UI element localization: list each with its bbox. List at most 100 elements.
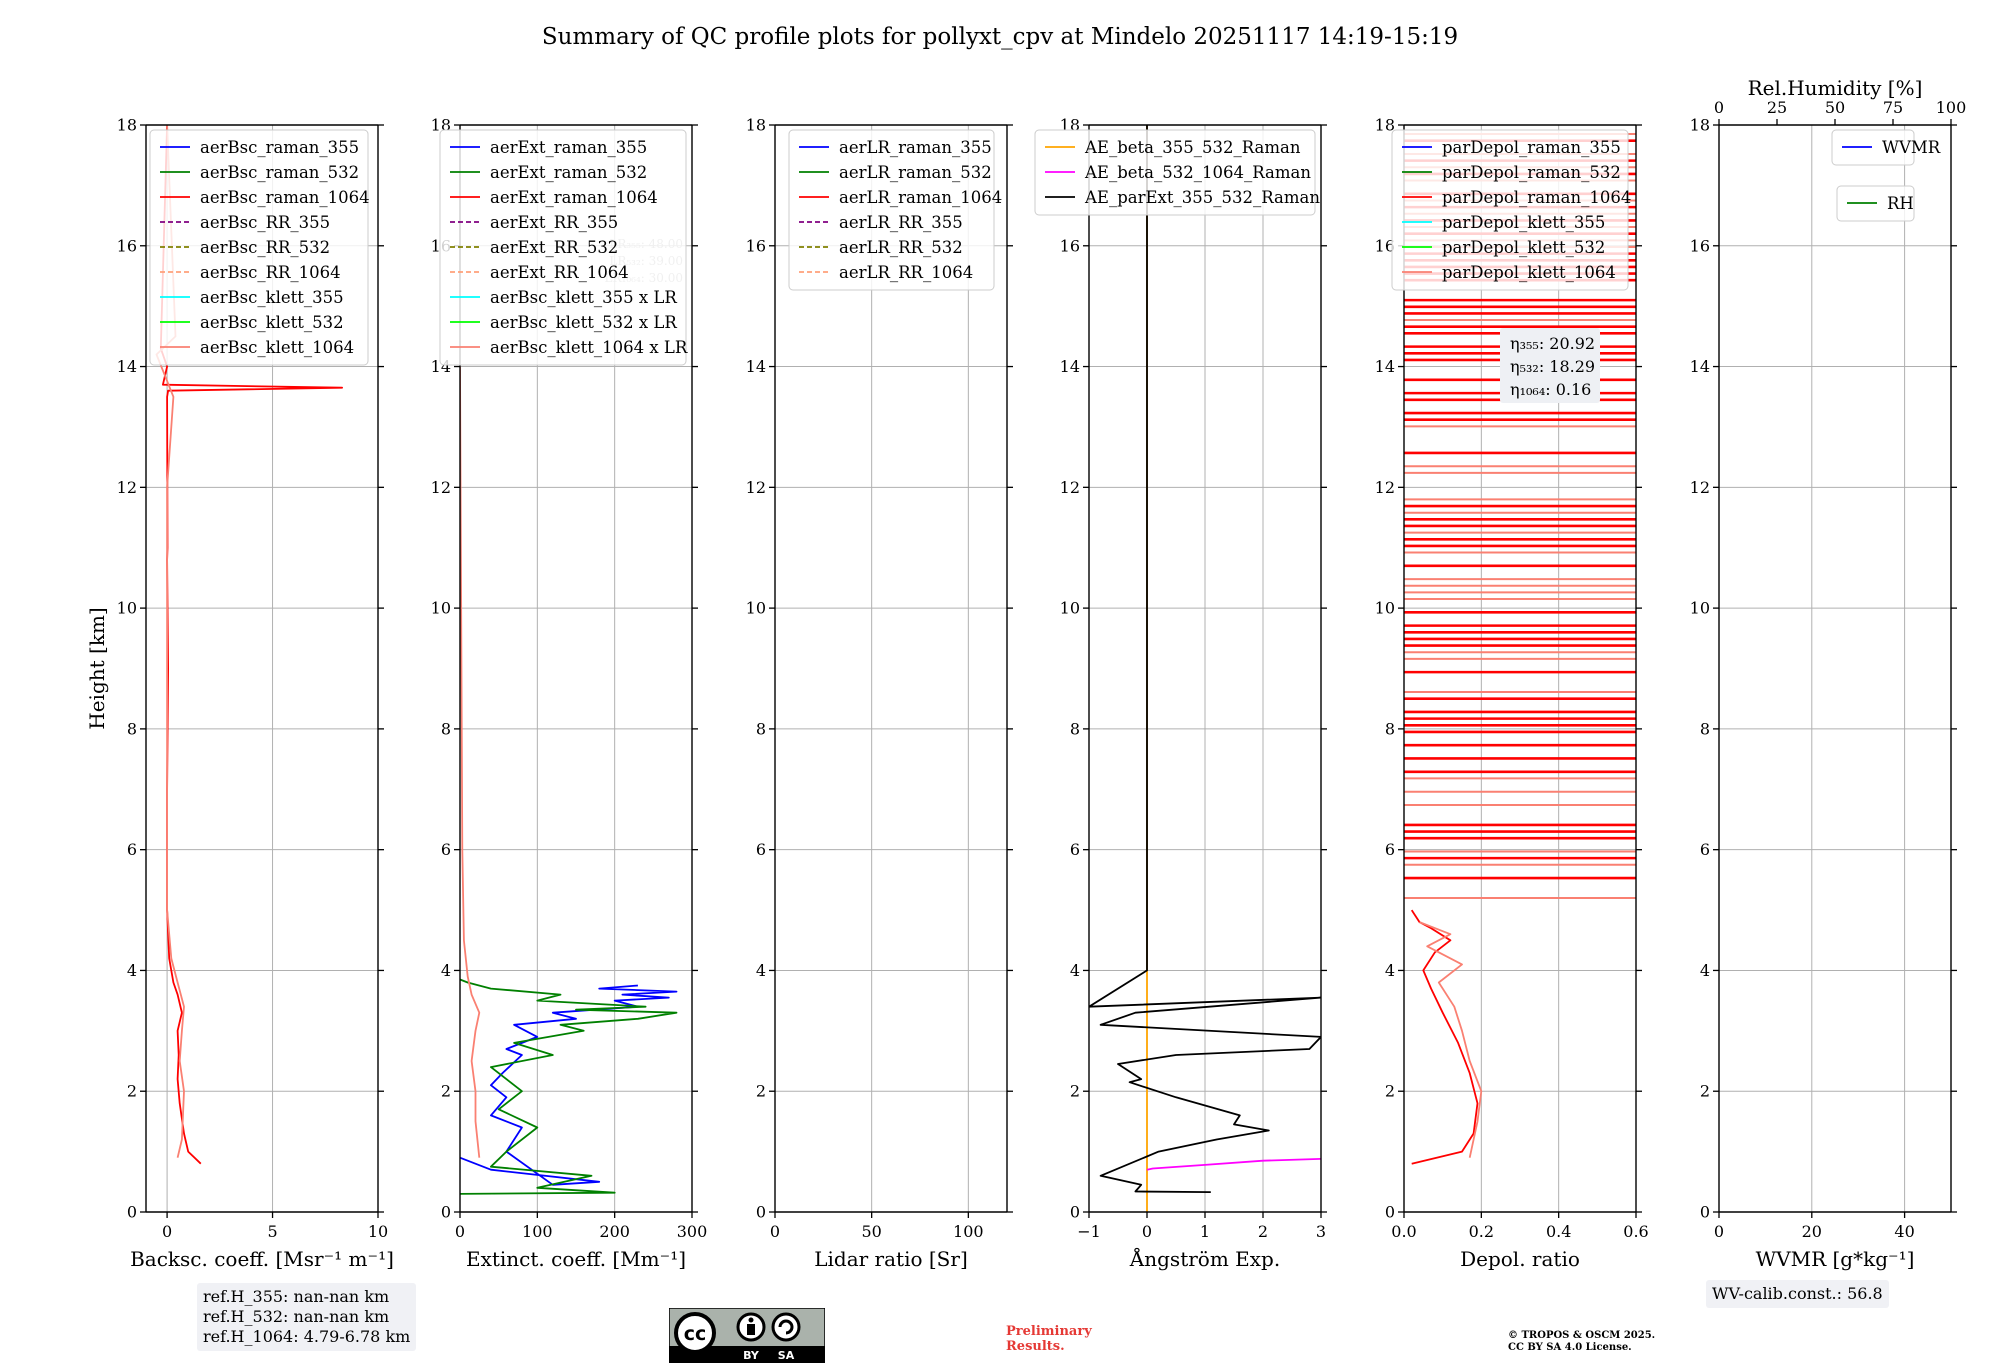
legend-entry: aerBsc_klett_1064 x LR: [490, 338, 688, 357]
legend: WVMR: [1831, 129, 1941, 166]
y-tick-label: 10: [1690, 599, 1710, 618]
y-tick-label: 18: [1375, 116, 1395, 135]
top-x-tick-label: 0: [1714, 98, 1724, 117]
y-tick-label: 0: [756, 1203, 766, 1222]
x-tick-label: 0: [1142, 1222, 1152, 1241]
y-tick-label: 10: [117, 599, 137, 618]
preliminary-line-2: Results.: [1006, 1339, 1065, 1354]
y-tick-label: 2: [127, 1082, 137, 1101]
legend-entry: parDepol_raman_1064: [1442, 188, 1631, 207]
top-x-axis-label: Rel.Humidity [%]: [1748, 76, 1923, 100]
x-tick-label: −1: [1077, 1222, 1101, 1241]
y-tick-label: 8: [1700, 719, 1710, 738]
copyright-line-2: CC BY SA 4.0 License.: [1508, 1342, 1632, 1353]
y-tick-label: 6: [441, 840, 451, 859]
y-tick-label: 4: [1385, 961, 1395, 980]
series-group: [1089, 125, 1321, 1212]
legend-entry: aerBsc_raman_355: [200, 138, 359, 157]
y-tick-label: 14: [1060, 357, 1080, 376]
x-tick-label: 0.6: [1623, 1222, 1648, 1241]
y-tick-label: 2: [756, 1082, 766, 1101]
legend-entry: aerExt_RR_532: [490, 238, 618, 257]
legend-box: [1391, 129, 1629, 291]
legend-entry: aerBsc_raman_1064: [200, 188, 370, 207]
series-group: [1410, 909, 1483, 1165]
panel-backscatter: 0 2 4 6 8 10 12 14 16 18 0 5 10 Backsc. coeff. [Msr⁻¹…: [85, 116, 394, 1272]
legend-entry: aerBsc_RR_532: [200, 238, 330, 257]
eta-label: η₅₃₂: 18.29: [1510, 357, 1595, 376]
legend: aerBsc_raman_355 aerBsc_raman_532 aerBsc_r…: [149, 129, 370, 366]
x-tick-label: 0.4: [1546, 1222, 1571, 1241]
legend-entry: aerBsc_RR_355: [200, 213, 330, 232]
y-tick-label: 14: [746, 357, 766, 376]
y-tick-label: 4: [756, 961, 766, 980]
panel-extinction: 0246810121416180100200300Extinct. coeff.…: [431, 116, 708, 1272]
legend-entry: aerLR_RR_532: [839, 238, 963, 257]
panel-depol: 0 2 4 6 8 10 12 14 16 18 0.0 0.2 0.4 0.6 Depol. ratio p…: [1375, 116, 1649, 1272]
legend-entry: AE_beta_355_532_Raman: [1084, 138, 1301, 157]
y-tick-label: 8: [441, 719, 451, 738]
y-tick-label: 10: [1375, 599, 1395, 618]
x-tick-label: 100: [953, 1222, 984, 1241]
series-group: [460, 366, 678, 1195]
legend-entry: aerExt_raman_355: [490, 138, 647, 157]
y-tick-label: 0: [1070, 1203, 1080, 1222]
series-line-AE_beta_532_1064_Raman: [1146, 1158, 1321, 1171]
legend-entry: RH: [1887, 194, 1914, 213]
legend: aerLR_raman_355 aerLR_raman_532 aerLR_rama…: [788, 129, 1002, 291]
y-tick-label: 16: [117, 236, 137, 255]
y-tick-label: 14: [1375, 357, 1395, 376]
y-tick-label: 18: [1690, 116, 1710, 135]
top-x-tick-label: 100: [1936, 98, 1967, 117]
copyright-text: © TROPOS & OSCM 2025. CC BY SA 4.0 Licen…: [1508, 1330, 1655, 1354]
legend-entry: WVMR: [1882, 138, 1941, 157]
top-x-tick-label: 50: [1825, 98, 1845, 117]
legend: parDepol_raman_355 parDepol_raman_532 parD…: [1391, 129, 1631, 291]
y-tick-label: 2: [1385, 1082, 1395, 1101]
legend: RH: [1836, 185, 1915, 222]
y-tick-label: 16: [1690, 236, 1710, 255]
legend-entry: aerBsc_klett_355 x LR: [490, 288, 677, 307]
refh-1064: ref.H_1064: 4.79-6.78 km: [203, 1327, 411, 1346]
legend-entry: aerExt_raman_1064: [490, 188, 658, 207]
x-tick-label: 5: [267, 1222, 277, 1241]
legend-entry: parDepol_raman_532: [1442, 163, 1621, 182]
legend-box: [1034, 129, 1316, 216]
y-tick-label: 0: [1385, 1203, 1395, 1222]
y-tick-label: 6: [1385, 840, 1395, 859]
y-tick-label: 12: [117, 478, 137, 497]
cc-by-sa-badge: cc BY SA: [669, 1308, 825, 1363]
y-tick-label: 6: [1070, 840, 1080, 859]
legend-entry: aerBsc_klett_532 x LR: [490, 313, 677, 332]
legend-entry: aerLR_raman_1064: [839, 188, 1002, 207]
y-tick-label: 8: [1385, 719, 1395, 738]
y-tick-label: 4: [127, 961, 137, 980]
y-tick-label: 4: [1070, 961, 1080, 980]
y-tick-label: 0: [1700, 1203, 1710, 1222]
x-tick-label: 2: [1258, 1222, 1268, 1241]
legend-entry: parDepol_klett_1064: [1442, 263, 1616, 282]
x-tick-label: 20: [1802, 1222, 1822, 1241]
legend-entry: parDepol_raman_355: [1442, 138, 1621, 157]
legend-box: [149, 129, 369, 366]
y-tick-label: 14: [117, 357, 137, 376]
y-tick-label: 2: [1070, 1082, 1080, 1101]
y-tick-label: 8: [756, 719, 766, 738]
legend-entry: aerLR_raman_532: [839, 163, 992, 182]
y-tick-label: 12: [1060, 478, 1080, 497]
y-tick-label: 10: [746, 599, 766, 618]
x-tick-label: 0: [162, 1222, 172, 1241]
legend-box: [439, 129, 687, 366]
by-label: BY: [743, 1349, 760, 1362]
legend: aerExt_raman_355 aerExt_raman_532 aerExt_r…: [439, 129, 688, 366]
y-tick-label: 12: [1375, 478, 1395, 497]
legend-entry: aerExt_RR_1064: [490, 263, 629, 282]
series-line-aerExt_raman_532: [460, 978, 678, 1195]
legend-box: [788, 129, 995, 291]
x-tick-label: 50: [861, 1222, 881, 1241]
x-axis-label: WVMR [g*kg⁻¹]: [1756, 1247, 1915, 1271]
x-tick-label: 10: [368, 1222, 388, 1241]
reference-height-box: ref.H_355: nan-nan km ref.H_532: nan-nan…: [197, 1283, 417, 1351]
legend-entry: aerLR_raman_355: [839, 138, 992, 157]
